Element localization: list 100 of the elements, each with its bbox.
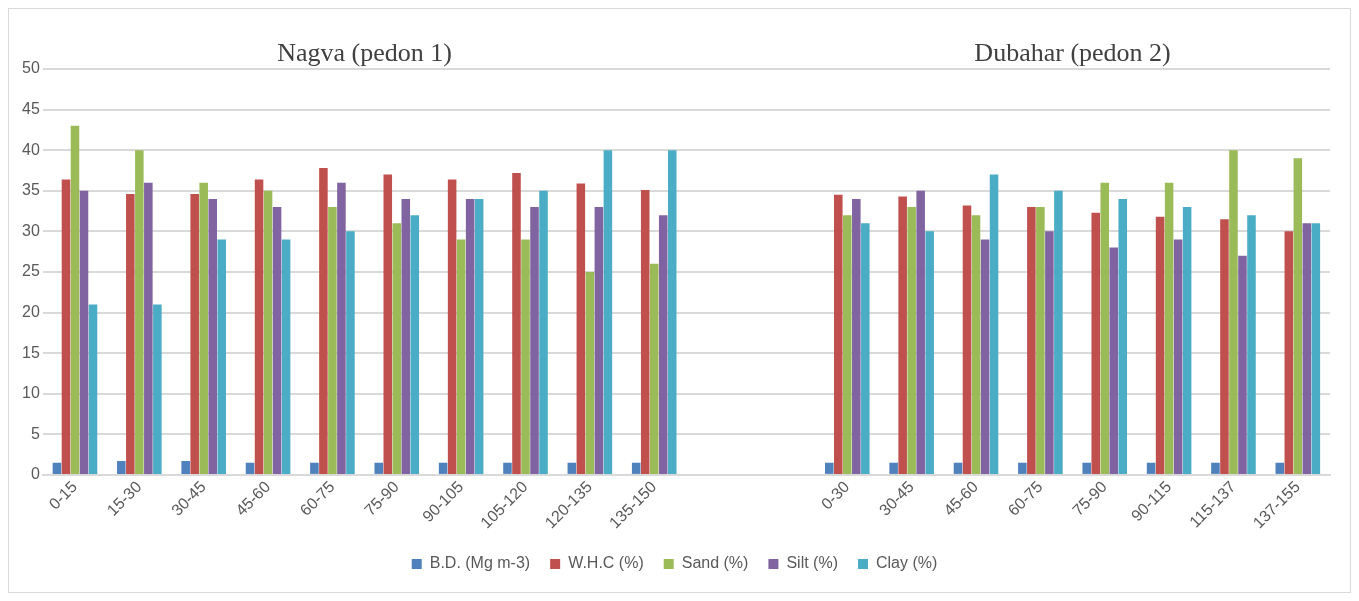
bar [953, 462, 963, 474]
bar [530, 207, 539, 474]
bar [438, 462, 448, 474]
bar [1036, 207, 1045, 474]
bar [567, 462, 577, 474]
legend-label: Sand (%) [681, 554, 749, 572]
legend-label: Silt (%) [786, 554, 838, 572]
y-tick-label: 15 [22, 343, 40, 361]
bar [521, 239, 530, 474]
bar [310, 462, 319, 474]
bar [980, 239, 990, 474]
y-tick-label: 0 [30, 465, 40, 483]
bar [319, 168, 328, 474]
y-tick-label: 10 [22, 384, 40, 402]
bar [916, 190, 925, 474]
bar [852, 198, 861, 474]
bar [1220, 219, 1229, 474]
y-tick-label: 20 [22, 302, 40, 320]
bar [1211, 462, 1220, 474]
bar [1229, 150, 1238, 474]
bar [1045, 231, 1054, 474]
bar [594, 207, 604, 474]
bar [1155, 216, 1165, 474]
bar [667, 150, 677, 474]
bar [1146, 462, 1156, 474]
bar [1018, 462, 1027, 474]
bar [272, 207, 282, 474]
bar [631, 462, 641, 474]
bar [825, 462, 834, 474]
bar [135, 150, 144, 474]
text: Nagva (pedon 1) [277, 37, 452, 67]
bar [1284, 231, 1294, 474]
bar [889, 462, 898, 474]
bar [512, 172, 521, 474]
bar [907, 207, 916, 474]
bar [190, 194, 199, 474]
bar [199, 182, 208, 474]
bar [447, 179, 457, 474]
text: Dubahar (pedon 2) [974, 37, 1171, 67]
bar [374, 462, 384, 474]
bar [456, 239, 466, 474]
bar [117, 461, 126, 474]
bar [658, 215, 668, 474]
bar [1275, 462, 1285, 474]
bar [962, 205, 972, 474]
bar [254, 179, 264, 474]
bar [328, 207, 337, 474]
bar [1054, 190, 1063, 474]
bar [843, 215, 852, 474]
y-tick-label: 45 [22, 100, 40, 117]
y-tick-label: 5 [30, 424, 40, 442]
bar [576, 183, 586, 474]
legend-label: W.H.C (%) [568, 554, 644, 572]
bar [217, 239, 226, 474]
y-tick-label: 50 [22, 59, 40, 77]
bar [263, 190, 273, 474]
bar [245, 462, 255, 474]
bar [1027, 207, 1036, 474]
bar [126, 194, 135, 474]
y-tick-label: 40 [22, 140, 40, 158]
bar [61, 179, 71, 474]
bar [539, 190, 548, 474]
bar [861, 223, 870, 474]
bar [52, 462, 62, 474]
bar [1091, 212, 1101, 474]
bar [1164, 182, 1174, 474]
bar [392, 223, 402, 474]
bar [88, 304, 98, 474]
bar [346, 231, 355, 474]
bar [153, 304, 162, 474]
bar [70, 125, 80, 474]
bar [410, 215, 420, 474]
bar [971, 215, 981, 474]
bar [603, 150, 613, 474]
bar [834, 194, 843, 474]
bar [1182, 207, 1192, 474]
bar [383, 174, 393, 474]
legend-label: Clay (%) [875, 554, 938, 572]
bar [79, 190, 89, 474]
bar [208, 198, 217, 474]
bar [1247, 215, 1256, 474]
bar [1109, 247, 1119, 474]
bar [465, 198, 475, 474]
bar [503, 462, 512, 474]
bar [1311, 223, 1321, 474]
bar [989, 174, 999, 474]
bar [1118, 198, 1128, 474]
bar [585, 271, 595, 474]
y-tick-label: 35 [22, 181, 40, 199]
bar [649, 263, 659, 474]
bar [1173, 239, 1183, 474]
y-tick-label: 30 [22, 221, 40, 239]
bar [181, 461, 190, 474]
bar [898, 196, 907, 474]
bar [281, 239, 291, 474]
bar [1302, 223, 1312, 474]
bar [474, 198, 484, 474]
bar [401, 198, 411, 474]
y-tick-label: 25 [22, 262, 40, 280]
bar [1100, 182, 1110, 474]
